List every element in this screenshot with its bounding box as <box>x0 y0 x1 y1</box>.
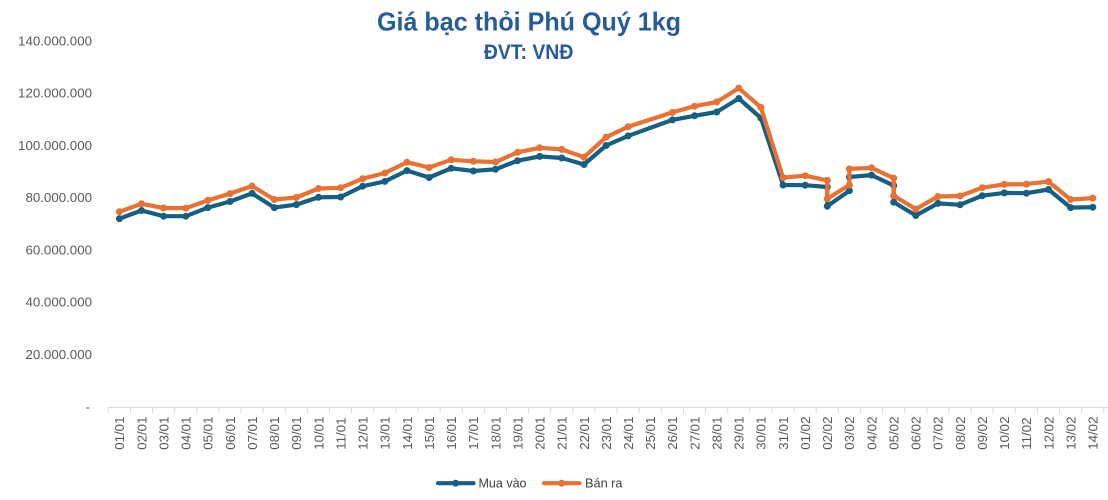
svg-text:100.000.000: 100.000.000 <box>18 138 92 153</box>
svg-text:-: - <box>86 400 90 415</box>
svg-text:30/01: 30/01 <box>754 417 769 450</box>
svg-text:12/01: 12/01 <box>356 417 371 450</box>
svg-text:60.000.000: 60.000.000 <box>25 242 92 257</box>
svg-text:14/01: 14/01 <box>400 417 415 450</box>
svg-text:19/01: 19/01 <box>510 417 525 450</box>
svg-text:40.000.000: 40.000.000 <box>25 295 92 310</box>
svg-text:22/01: 22/01 <box>577 417 592 450</box>
svg-text:11/02: 11/02 <box>1019 418 1034 450</box>
svg-text:28/01: 28/01 <box>710 417 725 450</box>
svg-text:07/01: 07/01 <box>245 417 260 450</box>
svg-text:01/02: 01/02 <box>798 417 813 450</box>
svg-text:ĐVT: VNĐ: ĐVT: VNĐ <box>484 41 574 64</box>
svg-text:02/01: 02/01 <box>134 417 149 450</box>
svg-text:13/01: 13/01 <box>378 417 393 450</box>
svg-text:27/01: 27/01 <box>687 417 702 450</box>
svg-text:120.000.000: 120.000.000 <box>18 86 92 101</box>
svg-text:05/02: 05/02 <box>887 417 902 450</box>
svg-text:20.000.000: 20.000.000 <box>25 347 92 362</box>
svg-text:11/01: 11/01 <box>333 418 348 450</box>
svg-text:26/01: 26/01 <box>665 417 680 450</box>
svg-text:140.000.000: 140.000.000 <box>18 33 92 48</box>
svg-text:10/02: 10/02 <box>997 417 1012 450</box>
svg-text:10/01: 10/01 <box>311 417 326 450</box>
svg-text:04/01: 04/01 <box>179 417 194 450</box>
svg-text:Bán ra: Bán ra <box>585 476 623 491</box>
svg-text:14/02: 14/02 <box>1086 417 1101 450</box>
svg-text:09/02: 09/02 <box>975 417 990 450</box>
svg-text:31/01: 31/01 <box>776 417 791 450</box>
svg-text:Mua vào: Mua vào <box>479 476 527 491</box>
svg-text:03/01: 03/01 <box>156 417 171 450</box>
svg-text:08/02: 08/02 <box>953 417 968 450</box>
svg-text:13/02: 13/02 <box>1063 417 1078 450</box>
svg-text:04/02: 04/02 <box>864 417 879 450</box>
svg-text:06/02: 06/02 <box>909 417 924 450</box>
svg-text:23/01: 23/01 <box>599 417 614 450</box>
svg-text:24/01: 24/01 <box>621 417 636 450</box>
svg-text:03/02: 03/02 <box>842 417 857 450</box>
svg-text:Giá bạc thỏi Phú Quý 1kg: Giá bạc thỏi Phú Quý 1kg <box>377 7 681 37</box>
svg-text:25/01: 25/01 <box>643 417 658 450</box>
svg-text:06/01: 06/01 <box>223 417 238 450</box>
svg-text:12/02: 12/02 <box>1041 417 1056 450</box>
svg-text:16/01: 16/01 <box>444 417 459 450</box>
svg-text:08/01: 08/01 <box>267 417 282 450</box>
svg-text:15/01: 15/01 <box>422 417 437 450</box>
svg-text:17/01: 17/01 <box>466 417 481 450</box>
svg-text:09/01: 09/01 <box>289 417 304 450</box>
svg-text:01/01: 01/01 <box>112 417 127 450</box>
svg-text:20/01: 20/01 <box>533 417 548 450</box>
svg-text:29/01: 29/01 <box>732 417 747 450</box>
svg-text:05/01: 05/01 <box>201 417 216 450</box>
svg-text:18/01: 18/01 <box>488 417 503 450</box>
svg-text:07/02: 07/02 <box>931 417 946 450</box>
svg-text:21/01: 21/01 <box>555 417 570 450</box>
svg-text:02/02: 02/02 <box>820 417 835 450</box>
svg-text:80.000.000: 80.000.000 <box>25 190 92 205</box>
